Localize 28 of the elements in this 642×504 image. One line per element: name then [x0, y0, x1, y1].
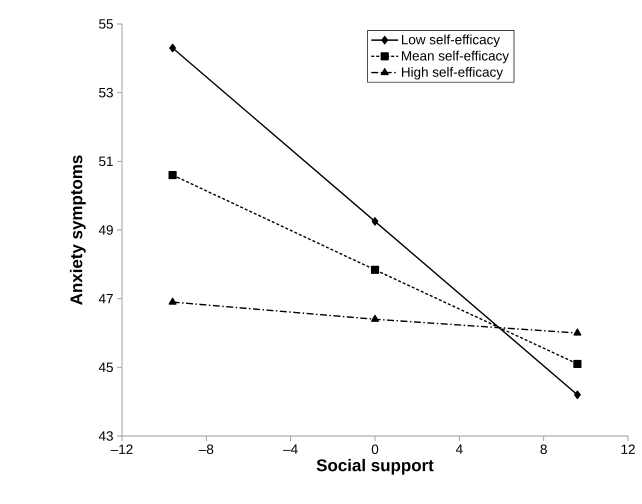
y-tick-label: 45 — [98, 362, 113, 372]
y-tick-label: 43 — [98, 431, 113, 441]
point — [371, 314, 379, 322]
x-tick-label: 12 — [622, 444, 635, 454]
x-tick-label: 8 — [540, 444, 547, 454]
y-tick-label: 47 — [98, 294, 113, 304]
point — [370, 266, 380, 274]
x-tick-label: –8 — [198, 444, 214, 454]
point — [574, 390, 581, 400]
y-tick-label: 55 — [99, 19, 113, 29]
point — [168, 298, 177, 305]
x-tick-label: –4 — [283, 444, 298, 454]
x-tick-label: –12 — [110, 444, 133, 454]
point — [372, 217, 378, 226]
y-tick-label: 49 — [98, 225, 113, 235]
legend-label: Low self-efficacy — [402, 34, 500, 48]
y-tick-label: 51 — [99, 156, 113, 166]
x-tick-label: 0 — [372, 444, 378, 454]
y-axis-title: Anxiety symptoms — [70, 155, 86, 305]
legend-label: Mean self-efficacy — [402, 50, 509, 64]
x-tick-label: 4 — [456, 444, 463, 454]
point — [168, 170, 177, 180]
point — [573, 360, 582, 368]
point — [169, 44, 176, 52]
y-tick-label: 53 — [99, 88, 113, 98]
x-axis-title: Social support — [316, 458, 434, 475]
point — [573, 328, 582, 336]
legend-label: High self-efficacy — [402, 66, 504, 80]
